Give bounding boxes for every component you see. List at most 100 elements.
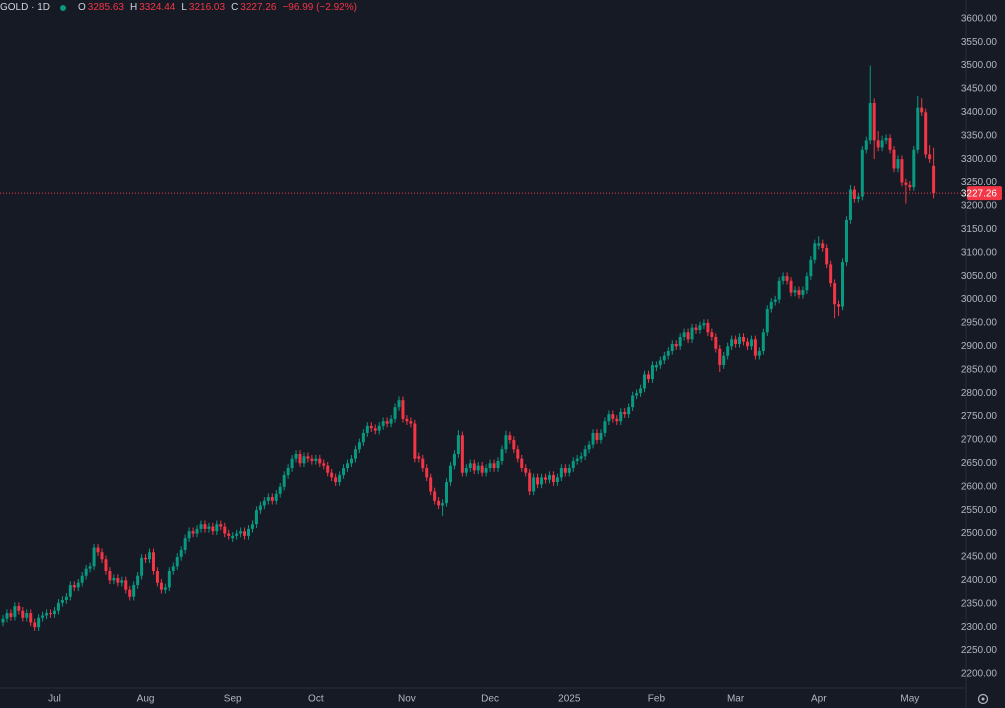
candle-body [199, 524, 203, 529]
candle-body [698, 325, 702, 330]
candle-body [112, 578, 116, 581]
y-tick-label: 3150.00 [961, 224, 998, 235]
candle-body [151, 552, 155, 571]
candle-body [809, 259, 813, 277]
x-tick-label: Aug [137, 694, 155, 705]
x-tick-label: 2025 [558, 694, 581, 705]
candle-body [848, 189, 852, 220]
candle-body [254, 510, 258, 525]
candle-body [377, 425, 381, 431]
candle-body [559, 468, 563, 478]
candle-body [349, 458, 353, 464]
candle-body [631, 395, 635, 408]
candle-body [583, 449, 587, 457]
candle-body [132, 585, 136, 597]
candle-body [793, 290, 797, 293]
candle-body [496, 461, 500, 469]
candle-body [488, 463, 492, 469]
candle-body [619, 411, 623, 422]
candle-body [730, 339, 734, 347]
candle-body [128, 589, 132, 597]
candle-body [678, 336, 682, 347]
y-tick-label: 2600.00 [961, 481, 998, 492]
last-price-box [967, 186, 1002, 201]
candle-body [718, 348, 722, 366]
candle-body [837, 304, 841, 307]
candle-body [639, 388, 643, 394]
candle-body [829, 264, 833, 284]
candle-body [900, 159, 904, 183]
candle-body [856, 196, 860, 199]
candle-body [500, 449, 504, 462]
candle-body [868, 102, 872, 141]
candle-body [864, 140, 868, 150]
candle-body [813, 243, 817, 260]
symbol[interactable]: GOLD · 1D [0, 2, 51, 13]
candle-body [330, 472, 334, 478]
candle-body [397, 400, 401, 408]
candle-body [563, 468, 567, 473]
y-tick-label: 2650.00 [961, 458, 998, 469]
candle-body [623, 411, 627, 415]
legend-header: GOLD · 1D O 3285.63 H 3324.44 L 3216.03 C 32… [0, 2, 361, 13]
x-tick-label: Feb [648, 694, 666, 705]
high-label: H [129, 2, 138, 13]
candle-body [76, 582, 80, 588]
candle-body [195, 528, 199, 534]
candle-body [68, 585, 72, 597]
candle-body [757, 351, 761, 356]
candle-body [445, 482, 449, 504]
candle-body [670, 344, 674, 352]
candle-body [1, 618, 5, 623]
candle-body [314, 458, 318, 462]
candle-body [817, 243, 821, 246]
candle-body [171, 566, 175, 571]
y-tick-label: 3250.00 [961, 177, 998, 188]
x-tick-label: May [900, 694, 919, 705]
candle-body [627, 407, 631, 415]
candle-body [56, 602, 60, 611]
y-tick-label: 2800.00 [961, 388, 998, 399]
y-tick-label: 3450.00 [961, 84, 998, 95]
candle-body [484, 468, 488, 473]
candle-body [452, 453, 456, 466]
candle-body [841, 262, 845, 307]
candle-body [571, 461, 575, 469]
candle-body [924, 112, 928, 155]
candle-body [516, 449, 520, 459]
candle-body [722, 355, 726, 366]
x-tick-label: Dec [481, 694, 499, 705]
candle-body [904, 182, 908, 185]
candle-body [789, 280, 793, 293]
candle-body [21, 610, 25, 618]
last-price-label: 3227.26 [961, 188, 998, 199]
candle-body [686, 332, 690, 340]
candle-body [674, 344, 678, 347]
candle-body [294, 453, 298, 459]
y-tick-label: 2350.00 [961, 598, 998, 609]
candle-body [425, 468, 429, 478]
candle-body [472, 463, 476, 471]
candle-body [540, 477, 544, 485]
settings-dot [981, 697, 985, 701]
candle-body [159, 582, 163, 590]
y-tick-label: 2550.00 [961, 505, 998, 516]
candle-body [615, 418, 619, 422]
candle-body [310, 458, 314, 462]
settings-icon[interactable] [977, 693, 989, 705]
candle-body [278, 486, 282, 494]
candle-body [738, 336, 742, 344]
candle-body [880, 140, 884, 148]
x-tick-label: Nov [398, 694, 416, 705]
candle-body [603, 421, 607, 433]
candle-body [912, 149, 916, 188]
candle-body [643, 374, 647, 389]
candle-body [266, 497, 270, 501]
candle-body [662, 355, 666, 361]
candle-body [365, 425, 369, 433]
candle-body [666, 351, 670, 356]
y-tick-label: 3500.00 [961, 60, 998, 71]
y-tick-label: 3400.00 [961, 107, 998, 118]
